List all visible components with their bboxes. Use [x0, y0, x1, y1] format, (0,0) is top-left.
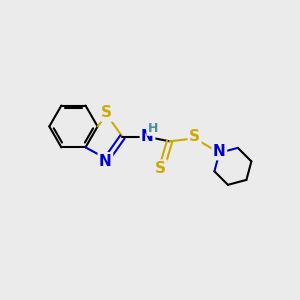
Text: H: H — [148, 122, 158, 135]
Text: N: N — [99, 154, 112, 169]
Text: S: S — [155, 161, 166, 176]
Text: S: S — [101, 105, 112, 120]
Text: S: S — [189, 129, 200, 144]
Text: N: N — [213, 144, 226, 159]
Text: N: N — [141, 129, 154, 144]
